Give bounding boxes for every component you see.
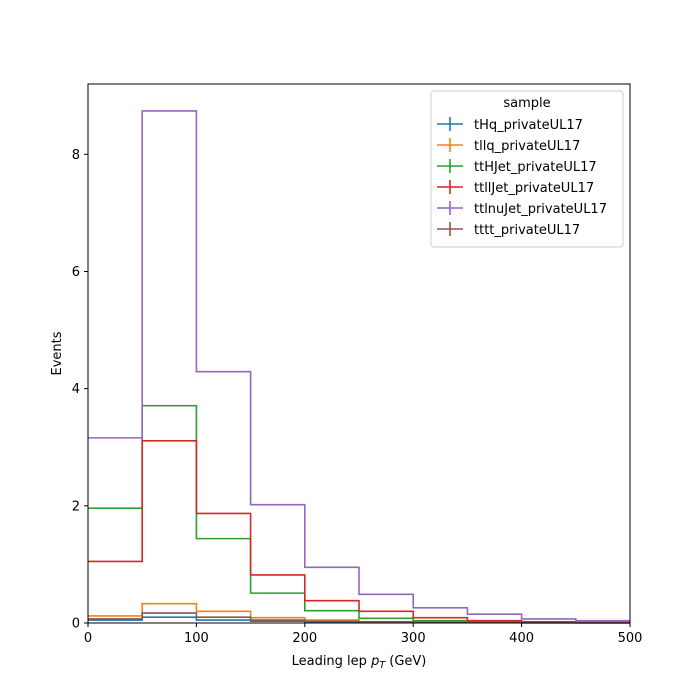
legend-title: sample — [503, 96, 550, 111]
legend-label-5: tttt_privateUL17 — [474, 223, 580, 238]
x-axis-label: Leading lep pT (GeV) — [292, 654, 427, 671]
legend-entry-3: ttllJet_privateUL17 — [437, 180, 594, 196]
legend-label-3: ttllJet_privateUL17 — [474, 181, 594, 196]
x-tick-label-3: 300 — [401, 631, 426, 646]
x-axis-label-subscript: T — [379, 660, 386, 671]
legend-label-1: tllq_privateUL17 — [474, 139, 580, 154]
legend-label-2: ttHJet_privateUL17 — [474, 160, 597, 175]
legend-entry-1: tllq_privateUL17 — [437, 138, 580, 154]
legend-entries: tHq_privateUL17 tllq_privateUL17 ttHJet_pr… — [437, 117, 607, 238]
x-axis-ticks: 0 100 200 300 400 500 — [84, 623, 643, 646]
legend-entry-2: ttHJet_privateUL17 — [437, 159, 597, 175]
x-axis-label-suffix: (GeV) — [385, 654, 426, 669]
legend-label-0: tHq_privateUL17 — [474, 118, 583, 133]
x-tick-label-2: 200 — [292, 631, 317, 646]
plot-frame — [87, 83, 631, 624]
y-tick-label-2: 4 — [72, 382, 80, 397]
x-tick-label-5: 500 — [618, 631, 643, 646]
legend-box — [430, 90, 624, 248]
legend: sample tHq_privateUL17 tllq_privateUL17tt… — [430, 90, 624, 248]
x-tick-label-1: 100 — [184, 631, 209, 646]
y-tick-label-3: 6 — [72, 265, 80, 280]
series-line-4 — [88, 110, 630, 622]
y-tick-label-1: 2 — [72, 499, 80, 514]
legend-entry-0: tHq_privateUL17 — [437, 117, 583, 133]
y-axis-ticks: 0 2 4 6 8 — [72, 148, 88, 632]
y-tick-label-4: 8 — [72, 148, 80, 163]
legend-entry-4: ttlnuJet_privateUL17 — [437, 201, 607, 217]
x-axis-label-p: p — [370, 654, 379, 669]
y-axis-label: Events — [50, 331, 65, 375]
y-tick-label-0: 0 — [72, 617, 80, 632]
x-tick-label-0: 0 — [84, 631, 92, 646]
legend-entry-5: tttt_privateUL17 — [437, 222, 580, 238]
legend-label-4: ttlnuJet_privateUL17 — [474, 202, 607, 217]
x-axis-label-prefix: Leading lep — [292, 654, 371, 669]
x-tick-label-4: 400 — [509, 631, 534, 646]
